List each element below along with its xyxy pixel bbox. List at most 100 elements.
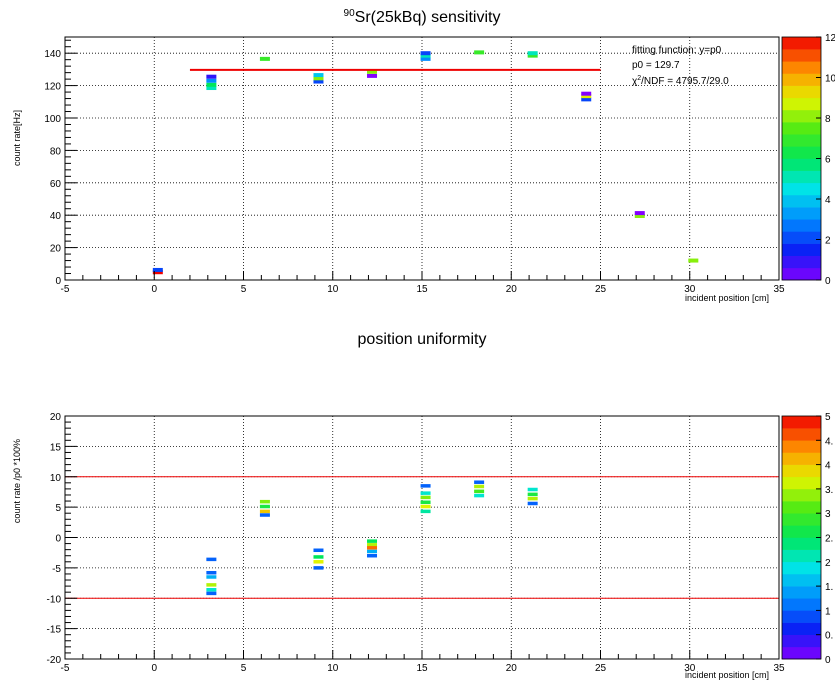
uniformity-colorbar-label-9: 4.	[825, 436, 833, 447]
uniformity-xtick-label-6: 25	[595, 663, 607, 674]
sensitivity-colorbar-band-9	[782, 158, 821, 171]
chi-superscript: 2	[637, 75, 641, 82]
sensitivity-cell-2	[206, 86, 217, 91]
uniformity-cell-30	[527, 492, 538, 497]
sensitivity-ytick-label-3: 60	[50, 179, 62, 190]
sensitivity-cell-7	[313, 79, 324, 84]
uniformity-colorbar-label-5: 2.	[825, 534, 833, 545]
uniformity-colorbar-band-13	[782, 488, 821, 502]
sensitivity-xtick-label-4: 15	[416, 284, 428, 295]
sensitivity-colorbar-label-2: 4	[825, 195, 831, 206]
fit-p0-label: p0 = 129.7	[632, 60, 680, 71]
sensitivity-colorbar-band-17	[782, 61, 821, 74]
uniformity-ylabel: count rate /p0 *100%	[12, 439, 22, 523]
uniformity-colorbar-band-3	[782, 610, 821, 623]
sensitivity-colorbar-label-5: 10	[825, 74, 835, 85]
uniformity-xtick-label-4: 15	[416, 663, 428, 674]
sensitivity-colorbar-label-4: 8	[825, 114, 831, 125]
uniformity-cell-20	[420, 491, 431, 495]
uniformity-cell-25	[474, 480, 485, 484]
uniformity-cell-26	[474, 484, 485, 489]
uniformity-cell-18	[367, 553, 378, 558]
sensitivity-xtick-label-2: 5	[241, 284, 247, 295]
chi-ndf-text: /NDF = 4795.7/29.0	[641, 76, 729, 87]
sensitivity-xtick-label-6: 25	[595, 284, 607, 295]
sensitivity-ytick-label-0: 0	[55, 276, 61, 287]
sensitivity-xtick-label-1: 0	[151, 284, 157, 295]
fit-stats-box: fitting function: y=p0 p0 = 129.7 χ2/NDF…	[632, 45, 729, 87]
uniformity-cell-32	[527, 501, 538, 506]
uniformity-colorbar-band-10	[782, 525, 821, 538]
uniformity-colorbar-label-3: 1.	[825, 582, 833, 593]
sensitivity-colorbar-band-7	[782, 182, 821, 196]
sensitivity-cell-20	[581, 91, 592, 96]
uniformity-colorbar-label-1: 0.	[825, 631, 833, 642]
fit-chi2-label: χ2/NDF = 4795.7/29.0	[632, 75, 729, 87]
sensitivity-cell-21	[634, 214, 645, 219]
uniformity-cell-28	[474, 493, 485, 498]
uniformity-xtick-label-8: 35	[773, 663, 785, 674]
uniformity-cell-2	[206, 575, 217, 579]
sensitivity-colorbar-band-5	[782, 207, 821, 220]
uniformity-colorbar-band-19	[782, 416, 821, 429]
uniformity-cell-5	[206, 591, 217, 596]
uniformity-cell-9	[259, 513, 270, 517]
uniformity-cell-19	[420, 484, 431, 488]
uniformity-cell-15	[367, 543, 378, 547]
sensitivity-colorbar-label-1: 2	[825, 236, 831, 247]
uniformity-cell-4	[206, 587, 217, 592]
uniformity-cell-14	[367, 539, 378, 543]
sensitivity-colorbar-band-1	[782, 255, 821, 269]
sensitivity-colorbar-band-6	[782, 194, 821, 208]
sensitivity-ytick-label-7: 140	[44, 49, 61, 60]
chi-symbol: χ	[632, 76, 638, 87]
uniformity-cell-11	[313, 555, 324, 559]
sensitivity-title-superscript: 90	[344, 8, 356, 19]
uniformity-cell-7	[259, 504, 270, 509]
uniformity-cell-1	[206, 570, 217, 575]
uniformity-colorbar-band-17	[782, 440, 821, 453]
uniformity-colorbar-band-12	[782, 501, 821, 514]
sensitivity-colorbar-label-0: 0	[825, 276, 831, 287]
uniformity-colorbar-band-7	[782, 561, 821, 575]
sensitivity-cell-15	[474, 50, 485, 55]
sensitivity-cell-9	[313, 73, 324, 78]
sensitivity-xtick-label-7: 30	[684, 284, 696, 295]
uniformity-cell-17	[367, 549, 378, 554]
uniformity-ytick-label-5: 5	[55, 503, 61, 514]
uniformity-colorbar-band-2	[782, 622, 821, 635]
sensitivity-xlabel: incident position [cm]	[685, 293, 769, 303]
sensitivity-ytick-label-2: 40	[50, 211, 62, 222]
uniformity-panel: position uniformity count rate /p0 *100%…	[12, 331, 833, 680]
sensitivity-cell-1	[152, 267, 163, 272]
sensitivity-colorbar-band-10	[782, 146, 821, 159]
sensitivity-ytick-label-5: 100	[44, 114, 61, 125]
uniformity-ytick-label-1: -15	[47, 625, 62, 636]
uniformity-cell-8	[259, 509, 270, 514]
sensitivity-xtick-label-0: -5	[61, 284, 70, 295]
uniformity-colorbar-band-5	[782, 586, 821, 599]
uniformity-colorbar-band-8	[782, 549, 821, 563]
sensitivity-colorbar-band-3	[782, 231, 821, 244]
uniformity-colorbar-band-1	[782, 634, 821, 648]
sensitivity-cell-6	[259, 56, 270, 61]
sensitivity-colorbar-band-15	[782, 85, 821, 99]
uniformity-ytick-label-4: 0	[55, 534, 61, 545]
uniformity-colorbar-band-14	[782, 476, 821, 490]
uniformity-colorbar-label-0: 0	[825, 655, 831, 666]
uniformity-cell-10	[313, 548, 324, 553]
sensitivity-colorbar-band-8	[782, 170, 821, 184]
sensitivity-cell-4	[206, 78, 217, 83]
sensitivity-ylabel: count rate[Hz]	[12, 110, 22, 166]
sensitivity-cell-13	[420, 53, 431, 58]
sensitivity-colorbar-band-16	[782, 73, 821, 86]
uniformity-cell-13	[313, 566, 324, 570]
sensitivity-cell-3	[206, 82, 217, 87]
sensitivity-xtick-label-8: 35	[773, 284, 785, 295]
uniformity-ytick-label-6: 10	[50, 473, 62, 484]
sensitivity-colorbar-band-11	[782, 134, 821, 147]
uniformity-colorbar-band-16	[782, 452, 821, 465]
sensitivity-ytick-label-4: 80	[50, 146, 62, 157]
uniformity-cell-3	[206, 583, 217, 587]
uniformity-ytick-label-3: -5	[52, 564, 61, 575]
